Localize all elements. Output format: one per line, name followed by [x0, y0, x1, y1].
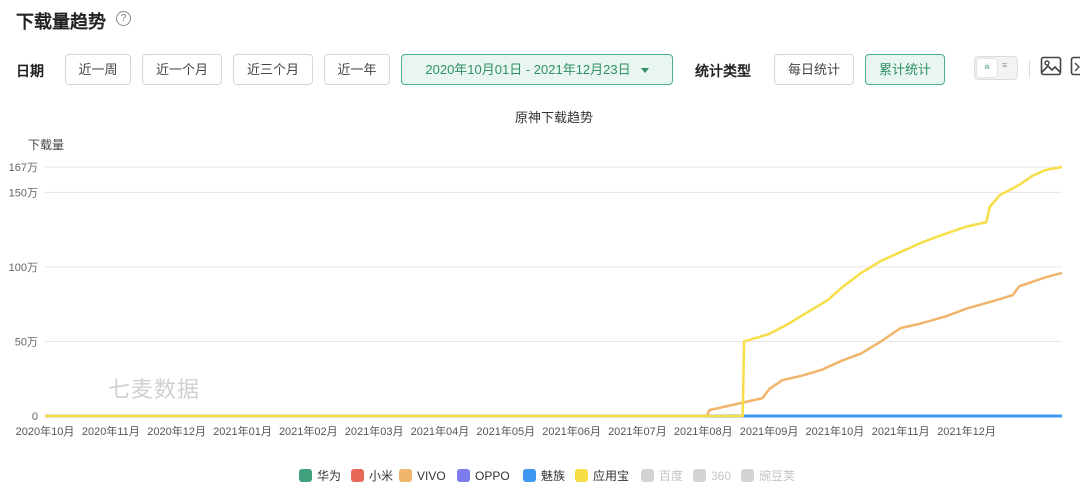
view-toggle[interactable]: ılı ≡	[974, 56, 1018, 80]
page-title: 下载量趋势	[16, 12, 106, 32]
x-tick-label: 2020年11月	[82, 424, 140, 438]
legend-label: OPPO	[475, 469, 510, 483]
date-label: 日期	[16, 63, 44, 79]
y-tick-label: 50万	[15, 336, 38, 348]
x-tick-label: 2020年12月	[147, 424, 206, 438]
chart-legend: 华为 小米 VIVO OPPO 魅族 应用宝 百度 360 豌豆荚	[0, 467, 1080, 487]
stat-button-daily[interactable]: 每日统计	[774, 54, 854, 85]
x-tick-label: 2021年02月	[279, 424, 338, 438]
filter-row: 日期 近一周 近一个月 近三个月 近一年 2020年10月01日 - 2021年…	[0, 54, 1080, 86]
legend-swatch	[351, 469, 364, 482]
legend-swatch	[299, 469, 312, 482]
y-tick-label: 167万	[9, 162, 38, 174]
chart-title: 原神下载趋势	[515, 110, 593, 125]
x-tick-label: 2021年07月	[608, 424, 667, 438]
stat-button-cumulative[interactable]: 累计统计	[865, 54, 945, 85]
x-tick-label: 2021年03月	[345, 424, 404, 438]
date-range-picker[interactable]: 2020年10月01日 - 2021年12月23日	[401, 54, 673, 85]
stat-type-label: 统计类型	[695, 63, 751, 79]
x-tick-label: 2021年09月	[740, 424, 799, 438]
legend-swatch	[575, 469, 588, 482]
y-tick-label: 100万	[9, 262, 38, 274]
legend-item-360[interactable]: 360	[693, 467, 731, 487]
legend-label: 魅族	[541, 469, 566, 483]
range-button-week[interactable]: 近一周	[65, 54, 131, 85]
series-line-VIVO[interactable]	[45, 271, 1063, 418]
x-tick-label: 2021年08月	[674, 424, 733, 438]
x-tick-label: 2021年05月	[476, 424, 535, 438]
watermark: 七麦数据	[108, 377, 201, 402]
x-tick-label: 2020年10月	[16, 424, 75, 438]
legend-item-魅族[interactable]: 魅族	[523, 467, 565, 487]
legend-label: 小米	[369, 469, 394, 483]
legend-item-应用宝[interactable]: 应用宝	[575, 467, 629, 487]
x-tick-label: 2021年06月	[542, 424, 601, 438]
legend-swatch	[457, 469, 470, 482]
legend-item-豌豆荚[interactable]: 豌豆荚	[741, 467, 795, 487]
legend-label: 百度	[659, 469, 684, 483]
legend-item-华为[interactable]: 华为	[299, 467, 341, 487]
series-line-应用宝[interactable]	[45, 165, 1063, 418]
legend-label: 应用宝	[593, 469, 630, 483]
export-icon[interactable]	[1070, 56, 1080, 76]
chart-view-icon[interactable]: ılı	[977, 59, 997, 77]
legend-swatch	[693, 469, 706, 482]
x-tick-label: 2021年11月	[872, 424, 930, 438]
legend-label: 360	[711, 469, 732, 483]
legend-swatch	[399, 469, 412, 482]
y-axis-label: 下载量	[28, 138, 64, 152]
range-button-three-months[interactable]: 近三个月	[233, 54, 313, 85]
legend-item-百度[interactable]: 百度	[641, 467, 683, 487]
legend-item-VIVO[interactable]: VIVO	[399, 467, 446, 487]
list-view-icon[interactable]: ≡	[1002, 60, 1008, 70]
help-icon[interactable]: ?	[116, 11, 131, 26]
legend-label: 华为	[317, 469, 342, 483]
toolbar-divider	[1029, 60, 1030, 78]
x-tick-label: 2021年10月	[806, 424, 865, 438]
legend-label: VIVO	[417, 469, 446, 483]
legend-swatch	[641, 469, 654, 482]
legend-item-小米[interactable]: 小米	[351, 467, 393, 487]
date-range-value: 2020年10月01日 - 2021年12月23日	[425, 62, 631, 77]
x-tick-label: 2021年01月	[213, 424, 272, 438]
x-tick-label: 2021年12月	[937, 424, 996, 438]
y-tick-label: 150万	[9, 187, 38, 199]
legend-item-OPPO[interactable]: OPPO	[457, 467, 510, 487]
range-button-year[interactable]: 近一年	[324, 54, 390, 85]
legend-label: 豌豆荚	[759, 469, 796, 483]
x-tick-label: 2021年04月	[411, 424, 470, 438]
legend-swatch	[741, 469, 754, 482]
y-tick-label: 0	[32, 411, 38, 423]
caret-down-icon	[640, 68, 649, 74]
image-download-icon[interactable]	[1040, 56, 1062, 76]
range-button-month[interactable]: 近一个月	[142, 54, 222, 85]
legend-swatch	[523, 469, 536, 482]
